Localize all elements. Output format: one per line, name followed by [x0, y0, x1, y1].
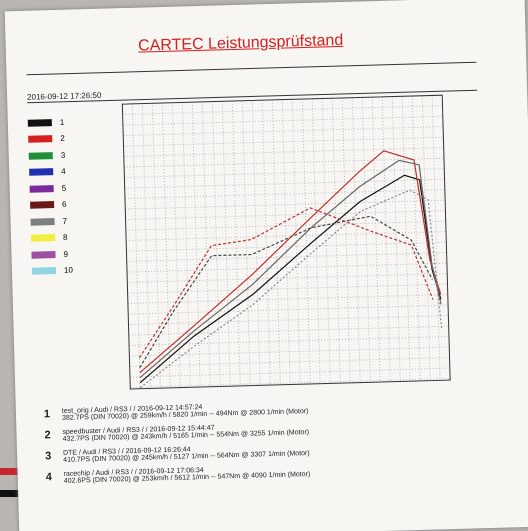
- curve: [134, 149, 443, 372]
- grid-line: [124, 169, 444, 178]
- legend-swatch: [31, 234, 55, 242]
- legend-entry: 7: [30, 213, 71, 231]
- legend-swatch: [30, 201, 54, 209]
- legend-entry: 9: [31, 246, 72, 264]
- grid-line: [232, 101, 240, 386]
- grid-line: [126, 211, 446, 220]
- run-text: speedbuster / Audi / RS3 / / 2016-09-12 …: [62, 422, 309, 443]
- grid-line: [127, 253, 447, 262]
- legend-entry: 6: [30, 196, 71, 214]
- grid-line: [123, 127, 443, 136]
- legend: 1 2 3 4 5 6 7 8 9 10: [28, 114, 73, 280]
- legend-swatch: [29, 152, 53, 160]
- grid-line: [124, 148, 444, 157]
- legend-entry: 4: [29, 163, 70, 181]
- legend-label: 2: [60, 134, 65, 143]
- grid-line: [362, 97, 370, 382]
- grid-line: [352, 98, 360, 383]
- legend-swatch: [28, 119, 52, 127]
- legend-swatch: [30, 185, 54, 193]
- grid-line: [342, 98, 350, 383]
- grid-line: [142, 104, 150, 389]
- legend-label: 4: [61, 167, 66, 176]
- legend-swatch: [32, 267, 56, 275]
- page: CARTEC Leistungsprüfstand 2016-09-12 17:…: [0, 0, 528, 531]
- paper: CARTEC Leistungsprüfstand 2016-09-12 17:…: [5, 0, 528, 531]
- legend-label: 7: [62, 216, 67, 225]
- legend-swatch: [30, 218, 54, 226]
- grid-line: [262, 100, 270, 385]
- grid-line: [382, 97, 390, 382]
- grid-line: [202, 102, 210, 387]
- legend-entry: 2: [28, 130, 69, 148]
- legend-entry: 3: [29, 147, 70, 165]
- grid-line: [242, 101, 250, 386]
- run-number: 2: [44, 429, 62, 443]
- legend-swatch: [29, 168, 53, 176]
- curve: [134, 159, 443, 377]
- run-number: 3: [45, 450, 63, 464]
- rule: [26, 62, 476, 75]
- grid-line: [302, 99, 310, 384]
- legend-entry: 8: [31, 229, 72, 247]
- grid-line: [125, 190, 445, 199]
- legend-label: 6: [62, 200, 67, 209]
- run-text: DTE / Audi / RS3 / / 2016-09-12 16:26:44…: [63, 443, 310, 464]
- grid-line: [432, 95, 440, 380]
- grid-line: [372, 97, 380, 382]
- grid-line: [128, 316, 448, 325]
- legend-label: 8: [63, 233, 68, 242]
- legend-label: 5: [62, 183, 67, 192]
- run-number: 1: [44, 408, 62, 422]
- legend-label: 3: [61, 150, 66, 159]
- grid-line: [392, 97, 400, 382]
- legend-swatch: [28, 135, 52, 143]
- grid-line: [332, 98, 340, 383]
- grid-line: [162, 103, 170, 388]
- run-number: 4: [46, 471, 64, 485]
- grid-line: [130, 379, 450, 388]
- grid-line: [132, 104, 140, 389]
- legend-label: 9: [63, 249, 68, 258]
- grid-line: [252, 100, 260, 385]
- grid-line: [402, 96, 410, 381]
- grid-line: [192, 102, 200, 387]
- legend-label: 1: [60, 117, 65, 126]
- grid-line: [123, 106, 443, 115]
- legend-entry: 5: [29, 180, 70, 198]
- grid-line: [172, 103, 180, 388]
- legend-swatch: [31, 251, 55, 259]
- grid-line: [272, 100, 280, 385]
- legend-entry: 10: [32, 262, 73, 280]
- grid-line: [412, 96, 420, 381]
- legend-entry: 1: [28, 114, 69, 132]
- legend-label: 10: [64, 266, 73, 275]
- grid-line: [130, 358, 450, 367]
- run-text: racechip / Audi / RS3 / / 2016-09-12 17:…: [64, 464, 311, 485]
